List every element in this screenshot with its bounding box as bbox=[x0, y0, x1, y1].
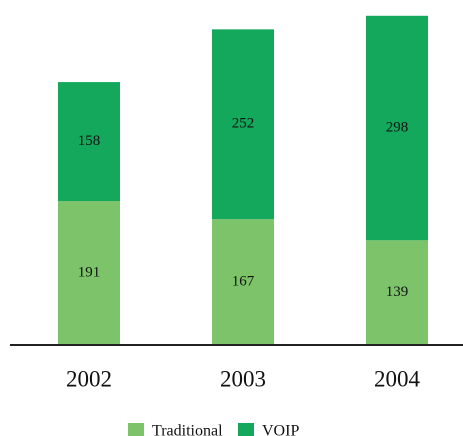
bar-segment bbox=[58, 201, 120, 345]
x-tick-label: 2003 bbox=[220, 366, 266, 391]
data-label: 191 bbox=[78, 264, 101, 280]
legend-label: VOIP bbox=[262, 423, 299, 436]
bar-segment bbox=[366, 15, 428, 241]
legend-swatch bbox=[238, 423, 254, 436]
bar-segment bbox=[366, 240, 428, 345]
data-label: 158 bbox=[78, 133, 101, 149]
legend-label: Traditional bbox=[152, 423, 223, 436]
data-label: 139 bbox=[386, 284, 409, 300]
bar-segment bbox=[212, 219, 274, 345]
data-label: 252 bbox=[232, 116, 255, 132]
bar-segment bbox=[212, 29, 274, 220]
x-tick-label: 2004 bbox=[374, 366, 421, 391]
data-label: 298 bbox=[386, 119, 409, 135]
x-tick-label: 2002 bbox=[66, 366, 112, 391]
bar-segment bbox=[58, 82, 120, 202]
data-label: 167 bbox=[232, 274, 255, 290]
legend-swatch bbox=[128, 423, 144, 436]
